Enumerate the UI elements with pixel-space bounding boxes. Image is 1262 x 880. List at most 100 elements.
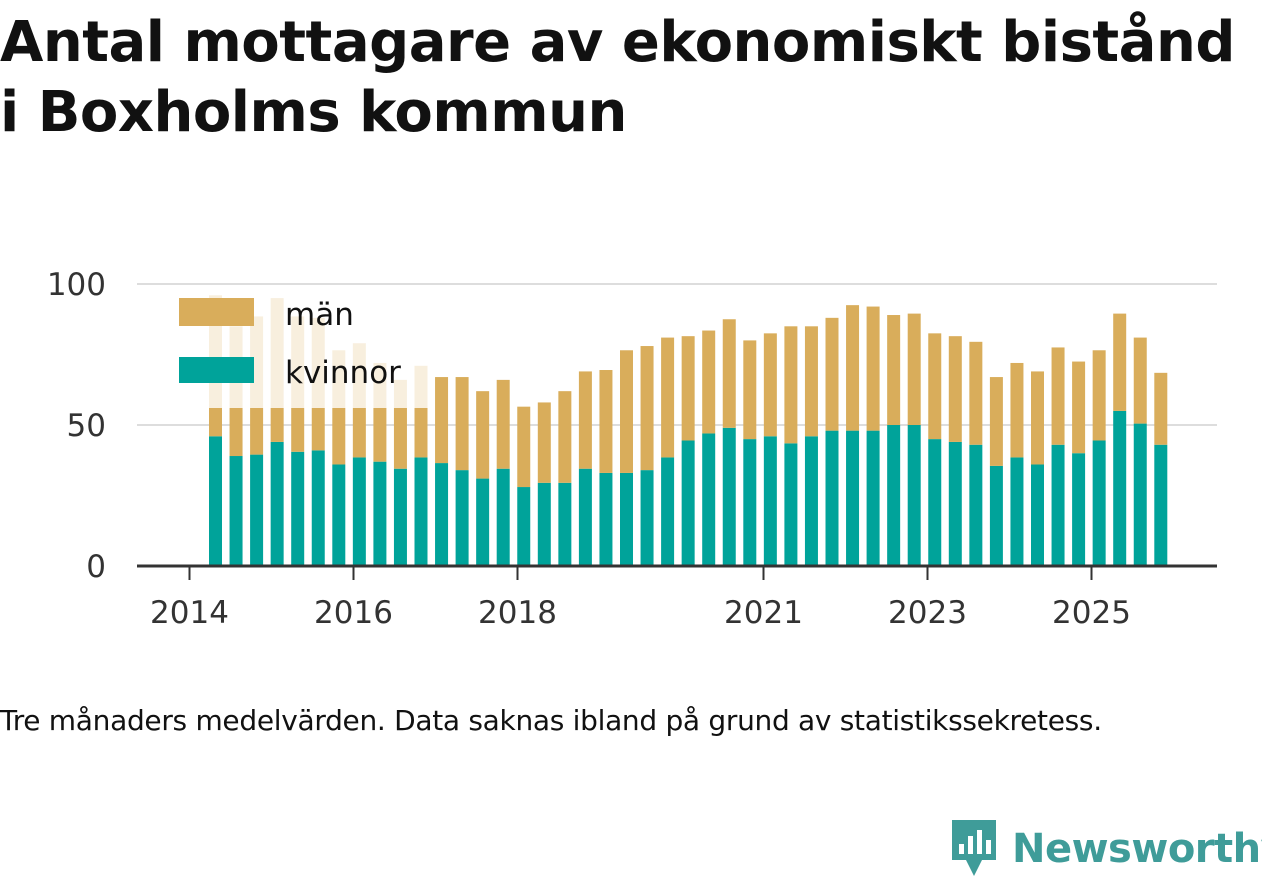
bar-man bbox=[804, 326, 818, 437]
legend: män kvinnor bbox=[160, 286, 432, 408]
bar-man bbox=[1010, 362, 1024, 458]
bar-kvinnor bbox=[1113, 410, 1127, 566]
bar-man bbox=[887, 315, 901, 425]
bar-kvinnor bbox=[661, 457, 675, 566]
newsworthy-logo: Newsworthy bbox=[948, 818, 1262, 880]
bar-man bbox=[1113, 313, 1127, 411]
bar-man bbox=[989, 377, 1003, 466]
bar-kvinnor bbox=[537, 482, 551, 566]
bar-kvinnor bbox=[928, 439, 942, 566]
y-tick-label: 50 bbox=[67, 408, 106, 444]
bar-man bbox=[1133, 337, 1147, 424]
y-tick-label: 0 bbox=[86, 549, 106, 585]
bar-kvinnor bbox=[1031, 464, 1044, 566]
bar-man bbox=[784, 326, 798, 444]
bar-man bbox=[1031, 371, 1044, 465]
bar-kvinnor bbox=[784, 443, 798, 566]
bar-man bbox=[969, 341, 983, 445]
bar-kvinnor bbox=[496, 468, 510, 566]
bar-kvinnor bbox=[558, 482, 572, 566]
legend-label-man: män bbox=[285, 297, 354, 333]
bar-kvinnor bbox=[599, 472, 613, 566]
bar-man bbox=[1092, 350, 1106, 441]
x-tick-label: 2018 bbox=[478, 595, 557, 631]
bar-kvinnor bbox=[763, 436, 777, 566]
bar-kvinnor bbox=[1133, 423, 1147, 566]
bar-man bbox=[517, 406, 531, 488]
legend-label-kvinnor: kvinnor bbox=[285, 355, 401, 391]
x-tick-label: 2023 bbox=[888, 595, 967, 631]
bar-man bbox=[599, 370, 613, 473]
bar-kvinnor bbox=[722, 427, 736, 566]
y-axis-ticks: 0 50 100 bbox=[47, 267, 106, 585]
bar-kvinnor bbox=[620, 472, 633, 566]
bar-kvinnor bbox=[804, 436, 818, 566]
newsworthy-logo-icon bbox=[952, 820, 996, 876]
bar-kvinnor bbox=[1051, 444, 1065, 566]
bar-kvinnor bbox=[640, 470, 654, 566]
bar-kvinnor bbox=[209, 436, 222, 566]
bar-man bbox=[681, 336, 695, 441]
bar-kvinnor bbox=[1154, 444, 1168, 566]
bar-kvinnor bbox=[476, 478, 490, 566]
x-axis: 2014 2016 2018 2021 2023 2025 bbox=[137, 564, 1217, 631]
newsworthy-logo-text: Newsworthy bbox=[1012, 826, 1262, 872]
bar-kvinnor bbox=[681, 440, 695, 566]
chart-note: Tre månaders medelvärden. Data saknas ib… bbox=[0, 704, 1102, 737]
bar-kvinnor bbox=[229, 456, 243, 566]
bar-man bbox=[578, 371, 592, 469]
bar-kvinnor bbox=[435, 463, 449, 566]
bar-man bbox=[558, 391, 572, 483]
bar-man bbox=[455, 377, 469, 471]
bar-kvinnor bbox=[291, 451, 305, 566]
bar-kvinnor bbox=[414, 457, 428, 566]
bar-kvinnor bbox=[332, 464, 346, 566]
x-tick-label: 2016 bbox=[314, 595, 393, 631]
bar-kvinnor bbox=[948, 441, 962, 566]
bar-kvinnor bbox=[866, 430, 880, 566]
bar-man bbox=[846, 305, 860, 431]
bar-kvinnor bbox=[969, 444, 983, 566]
bar-kvinnor bbox=[825, 430, 839, 566]
bar-man bbox=[496, 379, 510, 469]
bars bbox=[209, 295, 1168, 566]
bar-kvinnor bbox=[1010, 457, 1024, 566]
bar-man bbox=[537, 402, 551, 483]
bar-man bbox=[702, 330, 716, 434]
legend-swatch-man bbox=[179, 298, 254, 326]
chart-title: Antal mottagare av ekonomiskt bistånd i … bbox=[0, 10, 1235, 145]
bar-kvinnor bbox=[887, 425, 901, 566]
bar-man bbox=[825, 317, 839, 431]
bar-kvinnor bbox=[455, 470, 469, 566]
bar-kvinnor bbox=[743, 439, 757, 566]
bar-kvinnor bbox=[846, 430, 860, 566]
bar-man bbox=[640, 346, 654, 471]
bar-kvinnor bbox=[989, 465, 1003, 566]
x-tick-label: 2021 bbox=[724, 595, 803, 631]
bar-man bbox=[661, 337, 675, 458]
bar-man bbox=[948, 336, 962, 442]
bar-kvinnor bbox=[578, 468, 592, 566]
bar-kvinnor bbox=[1072, 453, 1086, 566]
bar-man bbox=[620, 350, 633, 473]
bar-man bbox=[763, 333, 777, 437]
bar-man bbox=[1072, 361, 1086, 454]
bar-kvinnor bbox=[270, 441, 284, 566]
bar-kvinnor bbox=[1092, 440, 1106, 566]
bar-man bbox=[1051, 347, 1065, 445]
x-tick-label: 2014 bbox=[150, 595, 229, 631]
bar-man bbox=[907, 313, 921, 425]
bar-kvinnor bbox=[311, 450, 325, 566]
legend-swatch-kvinnor bbox=[179, 357, 254, 383]
bar-kvinnor bbox=[907, 425, 921, 566]
bar-man bbox=[476, 391, 490, 479]
bar-kvinnor bbox=[393, 468, 407, 566]
bar-kvinnor bbox=[250, 454, 264, 566]
bar-man bbox=[1154, 372, 1168, 445]
bar-kvinnor bbox=[517, 487, 531, 566]
y-tick-label: 100 bbox=[47, 267, 106, 303]
bar-man bbox=[866, 306, 880, 431]
bar-man bbox=[435, 377, 449, 464]
x-tick-label: 2025 bbox=[1052, 595, 1131, 631]
